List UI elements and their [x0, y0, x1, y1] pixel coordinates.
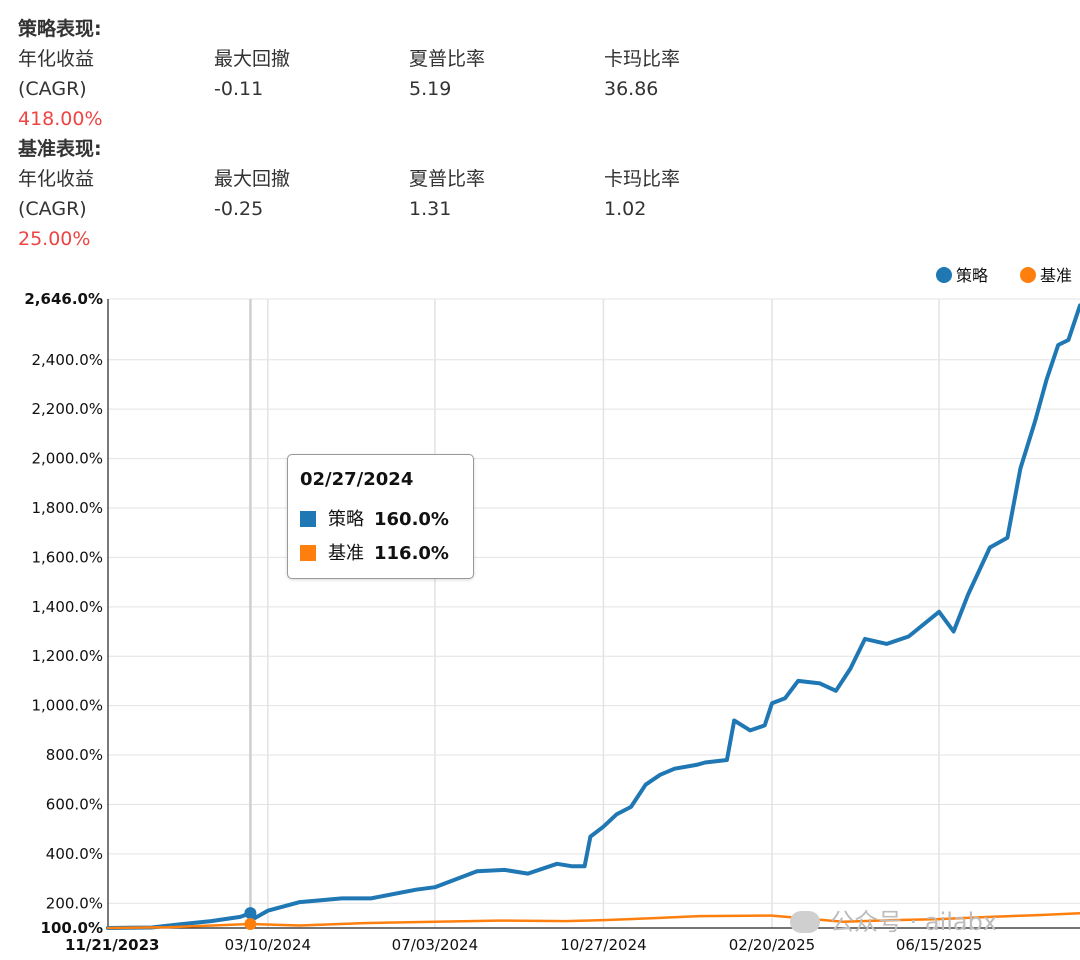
x-tick-label: 03/10/2024	[225, 936, 311, 954]
strategy-calmar-value: 36.86	[604, 78, 659, 100]
strategy-labels-row: 年化收益 最大回撤 夏普比率 卡玛比率	[18, 44, 1018, 74]
series-line-1	[106, 911, 1080, 930]
y-tick-label: 2,646.0%	[24, 290, 103, 308]
watermark: 公众号 · ailabx	[790, 902, 997, 937]
series-line-0	[106, 303, 1080, 930]
x-tick-label: 06/15/2025	[896, 936, 982, 954]
performance-summary: 策略表现: 年化收益 最大回撤 夏普比率 卡玛比率 (CAGR) -0.11 5…	[18, 14, 1018, 254]
y-tick-label: 600.0%	[46, 795, 103, 813]
benchmark-calmar-value: 1.02	[604, 198, 647, 220]
benchmark-cagr-sublabel: (CAGR)	[18, 198, 87, 220]
strategy-sharpe-label: 夏普比率	[409, 48, 486, 70]
y-tick-label: 1,200.0%	[31, 647, 103, 665]
watermark-text: 公众号 · ailabx	[830, 908, 998, 936]
chart-axes	[107, 299, 1080, 929]
y-tick-label: 2,400.0%	[31, 351, 103, 369]
tooltip-benchmark-value: 116.0%	[374, 543, 449, 564]
tooltip-row-strategy: 策略 160.0%	[300, 505, 449, 531]
benchmark-values-row: (CAGR) -0.25 1.31 1.02	[18, 194, 1018, 224]
tooltip-strategy-name: 策略	[328, 509, 364, 530]
strategy-swatch	[300, 511, 316, 527]
strategy-cagr-label: 年化收益	[18, 48, 95, 70]
strategy-sharpe-value: 5.19	[409, 78, 452, 100]
x-tick-label: 07/03/2024	[392, 936, 478, 954]
legend-marker	[1020, 267, 1036, 283]
strategy-drawdown-value: -0.11	[214, 78, 264, 100]
benchmark-section-title: 基准表现:	[18, 138, 102, 160]
wechat-icon	[790, 911, 820, 933]
benchmark-calmar-label: 卡玛比率	[604, 168, 681, 190]
benchmark-sharpe-value: 1.31	[409, 198, 452, 220]
y-tick-label: 100.0%	[41, 919, 103, 937]
tooltip-row-benchmark: 基准 116.0%	[300, 539, 449, 565]
y-tick-label: 1,600.0%	[31, 548, 103, 566]
strategy-calmar-label: 卡玛比率	[604, 48, 681, 70]
hover-marker-1	[244, 918, 257, 931]
y-tick-label: 2,000.0%	[31, 450, 103, 468]
benchmark-drawdown-value: -0.25	[214, 198, 264, 220]
benchmark-drawdown-label: 最大回撤	[214, 168, 291, 190]
hover-markers	[244, 907, 257, 931]
strategy-values-row: (CAGR) -0.11 5.19 36.86	[18, 74, 1018, 104]
y-tick-label: 2,200.0%	[31, 400, 103, 418]
x-tick-label: 11/21/2023	[65, 936, 159, 954]
legend-label: 基准	[1040, 266, 1072, 285]
benchmark-cagr-value: 25.00%	[18, 228, 91, 250]
benchmark-labels-row: 年化收益 最大回撤 夏普比率 卡玛比率	[18, 164, 1018, 194]
strategy-cagr-value: 418.00%	[18, 108, 103, 130]
series-lines	[106, 303, 1080, 930]
strategy-cagr-sublabel: (CAGR)	[18, 78, 87, 100]
x-tick-label: 10/27/2024	[560, 936, 646, 954]
strategy-section-title: 策略表现:	[18, 18, 102, 40]
hover-tooltip: 02/27/2024 策略 160.0% 基准 116.0%	[287, 454, 474, 579]
x-tick-label: 02/20/2025	[729, 936, 815, 954]
y-axis-ticks: 2,646.0% 2,400.0% 2,200.0% 2,000.0% 1,800.0%…	[24, 290, 103, 937]
tooltip-date: 02/27/2024	[300, 469, 414, 490]
y-tick-label: 400.0%	[46, 845, 103, 863]
tooltip-benchmark-name: 基准	[328, 543, 364, 564]
y-tick-label: 200.0%	[46, 894, 103, 912]
legend-label: 策略	[956, 266, 988, 285]
strategy-drawdown-label: 最大回撤	[214, 48, 291, 70]
legend-marker	[936, 267, 952, 283]
chart-legend[interactable]: 策略 基准	[936, 266, 1072, 285]
benchmark-cagr-label: 年化收益	[18, 168, 95, 190]
benchmark-swatch	[300, 545, 316, 561]
x-axis-ticks: 11/21/2023 03/10/2024 07/03/2024 10/27/2024…	[65, 936, 982, 954]
y-tick-label: 1,000.0%	[31, 697, 103, 715]
tooltip-strategy-value: 160.0%	[374, 509, 449, 530]
y-tick-label: 1,400.0%	[31, 598, 103, 616]
hover-marker-0	[244, 907, 257, 920]
benchmark-sharpe-label: 夏普比率	[409, 168, 486, 190]
y-tick-label: 1,800.0%	[31, 499, 103, 517]
y-tick-label: 800.0%	[46, 746, 103, 764]
